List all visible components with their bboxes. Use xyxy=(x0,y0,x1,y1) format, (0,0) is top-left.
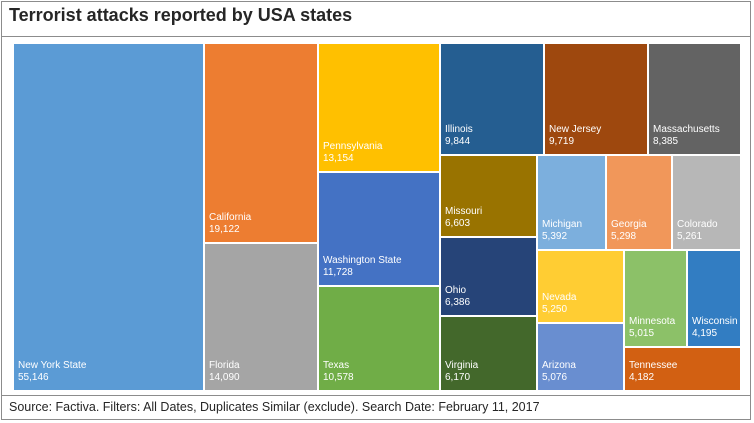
treemap-value-new-york-state: 55,146 xyxy=(18,372,49,383)
treemap-value-california: 19,122 xyxy=(209,224,240,235)
treemap-label-washington-state: Washington State xyxy=(323,255,402,266)
treemap-label-minnesota: Minnesota xyxy=(629,316,676,327)
treemap-cell-rect-wisconsin xyxy=(688,251,740,346)
treemap-value-texas: 10,578 xyxy=(323,372,354,383)
treemap-value-new-jersey: 9,719 xyxy=(549,136,574,147)
treemap-value-tennessee: 4,182 xyxy=(629,372,654,383)
treemap-value-minnesota: 5,015 xyxy=(629,328,654,339)
treemap-value-georgia: 5,298 xyxy=(611,231,636,242)
treemap-cell-rect-michigan xyxy=(538,156,605,249)
treemap-cell-rect-virginia xyxy=(441,317,536,390)
treemap-label-new-york-state: New York State xyxy=(18,360,87,371)
treemap-value-ohio: 6,386 xyxy=(445,297,470,308)
treemap-value-pennsylvania: 13,154 xyxy=(323,153,354,164)
treemap-cell-rect-tennessee xyxy=(625,348,740,390)
treemap-cell-rect-california xyxy=(205,44,317,242)
treemap-label-michigan: Michigan xyxy=(542,219,582,230)
treemap-value-missouri: 6,603 xyxy=(445,218,470,229)
treemap-cell-rect-massachusetts xyxy=(649,44,740,154)
treemap-label-florida: Florida xyxy=(209,360,240,371)
treemap-label-california: California xyxy=(209,212,252,223)
treemap-label-colorado: Colorado xyxy=(677,219,718,230)
treemap-label-arizona: Arizona xyxy=(542,360,576,371)
treemap-value-virginia: 6,170 xyxy=(445,372,470,383)
treemap-value-florida: 14,090 xyxy=(209,372,240,383)
treemap-cell-rect-georgia xyxy=(607,156,671,249)
treemap-label-massachusetts: Massachusetts xyxy=(653,124,720,135)
treemap-label-wisconsin: Wisconsin xyxy=(692,316,738,327)
treemap-label-missouri: Missouri xyxy=(445,206,482,217)
treemap-value-nevada: 5,250 xyxy=(542,304,567,315)
source-note: Source: Factiva. Filters: All Dates, Dup… xyxy=(9,400,540,414)
treemap-cell-rect-illinois xyxy=(441,44,543,154)
treemap-cell-rect-pennsylvania xyxy=(319,44,439,171)
treemap-cell-rect-new-jersey xyxy=(545,44,647,154)
treemap-value-arizona: 5,076 xyxy=(542,372,567,383)
treemap-cell-rect-texas xyxy=(319,287,439,390)
treemap-cell-rect-colorado xyxy=(673,156,740,249)
title-divider xyxy=(1,36,751,37)
treemap-cell-rect-nevada xyxy=(538,251,623,322)
treemap-value-wisconsin: 4,195 xyxy=(692,328,717,339)
treemap-cell-rect-ohio xyxy=(441,238,536,315)
treemap-label-virginia: Virginia xyxy=(445,360,479,371)
treemap-label-georgia: Georgia xyxy=(611,219,647,230)
treemap-label-illinois: Illinois xyxy=(445,124,473,135)
treemap-cell-rect-washington-state xyxy=(319,173,439,285)
treemap-label-pennsylvania: Pennsylvania xyxy=(323,141,383,152)
treemap-value-colorado: 5,261 xyxy=(677,231,702,242)
treemap-cell-rect-new-york-state xyxy=(14,44,203,390)
treemap-value-massachusetts: 8,385 xyxy=(653,136,678,147)
treemap-cell-rect-arizona xyxy=(538,324,623,390)
treemap-value-washington-state: 11,728 xyxy=(323,267,353,278)
source-divider xyxy=(1,395,751,396)
treemap-cell-rect-florida xyxy=(205,244,317,390)
chart-title: Terrorist attacks reported by USA states xyxy=(9,5,353,25)
treemap-label-nevada: Nevada xyxy=(542,292,577,303)
treemap-label-new-jersey: New Jersey xyxy=(549,124,601,135)
treemap-label-texas: Texas xyxy=(323,360,349,371)
treemap-label-ohio: Ohio xyxy=(445,285,467,296)
treemap-cell-rect-minnesota xyxy=(625,251,686,346)
treemap-label-tennessee: Tennessee xyxy=(629,360,678,371)
treemap-cell-rect-missouri xyxy=(441,156,536,236)
treemap-value-michigan: 5,392 xyxy=(542,231,567,242)
treemap-value-illinois: 9,844 xyxy=(445,136,470,147)
